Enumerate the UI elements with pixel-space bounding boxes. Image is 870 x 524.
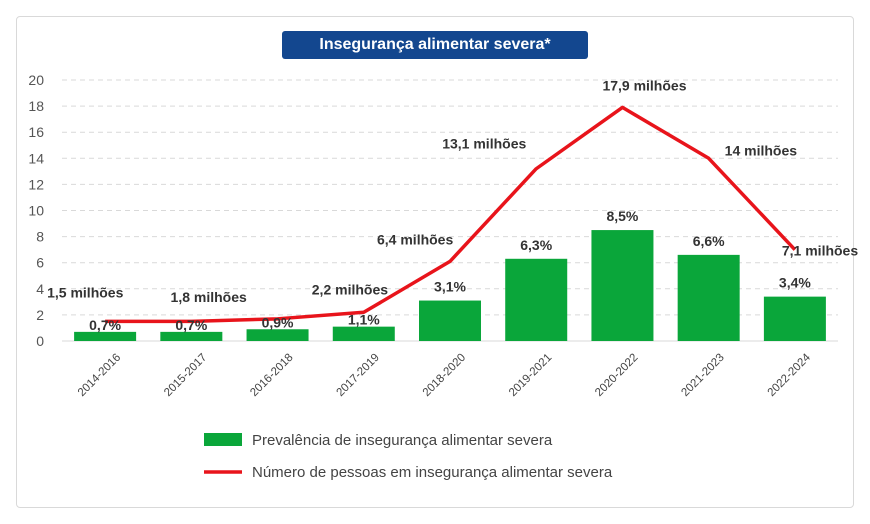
x-tick-label: 2014-2016 (76, 352, 123, 399)
bar (763, 296, 826, 341)
y-tick-label: 14 (28, 150, 44, 166)
bar-data-label: 0,9% (262, 314, 294, 330)
legend-bar-swatch (204, 433, 242, 446)
bar (74, 331, 137, 341)
legend-line-label: Número de pessoas em insegurança aliment… (252, 464, 613, 481)
line-data-label: 13,1 milhões (442, 136, 526, 152)
bar (246, 329, 309, 341)
y-tick-label: 4 (36, 281, 44, 297)
bar-data-label: 3,1% (434, 279, 466, 295)
y-tick-label: 16 (28, 124, 44, 140)
line-data-label: 1,5 milhões (47, 284, 123, 300)
line-data-label: 17,9 milhões (602, 77, 686, 93)
bar-data-label: 6,6% (693, 233, 725, 249)
x-tick-label: 2021-2023 (679, 352, 726, 399)
x-tick-label: 2018-2020 (421, 352, 468, 399)
x-tick-label: 2019-2021 (507, 352, 554, 399)
line-data-label: 14 milhões (725, 142, 798, 158)
bar-data-label: 8,5% (606, 208, 638, 224)
bar (505, 258, 568, 341)
x-tick-label: 2016-2018 (248, 352, 295, 399)
x-tick-label: 2022-2024 (766, 351, 814, 399)
bar-data-label: 0,7% (175, 317, 207, 333)
bar (419, 300, 481, 341)
x-tick-label: 2017-2019 (335, 352, 382, 399)
chart-title: Insegurança alimentar severa* (282, 31, 588, 59)
series-line (105, 105, 797, 324)
bar-data-label: 0,7% (89, 317, 121, 333)
y-tick-label: 20 (28, 72, 44, 88)
line-data-label: 1,8 milhões (171, 289, 247, 305)
line-data-label: 2,2 milhões (312, 281, 388, 297)
bar (677, 254, 740, 341)
line-data-label: 6,4 milhões (377, 231, 453, 247)
y-tick-label: 2 (36, 307, 44, 323)
x-tick-label: 2020-2022 (593, 352, 640, 399)
line-data-label: 7,1 milhões (782, 243, 858, 259)
bar-data-label: 6,3% (520, 237, 552, 253)
y-tick-label: 12 (28, 176, 44, 192)
bar-data-label: 3,4% (779, 275, 811, 291)
bar (160, 331, 223, 341)
legend-bar-label: Prevalência de insegurança alimentar sev… (252, 432, 553, 449)
y-tick-label: 18 (28, 98, 44, 114)
bar-data-label: 1,1% (348, 312, 380, 328)
bar (332, 326, 395, 341)
y-tick-label: 10 (28, 203, 44, 219)
y-tick-label: 8 (36, 229, 44, 245)
x-tick-label: 2015-2017 (162, 352, 209, 399)
y-tick-label: 6 (36, 255, 44, 271)
bar (591, 230, 654, 341)
y-tick-label: 0 (36, 333, 44, 349)
